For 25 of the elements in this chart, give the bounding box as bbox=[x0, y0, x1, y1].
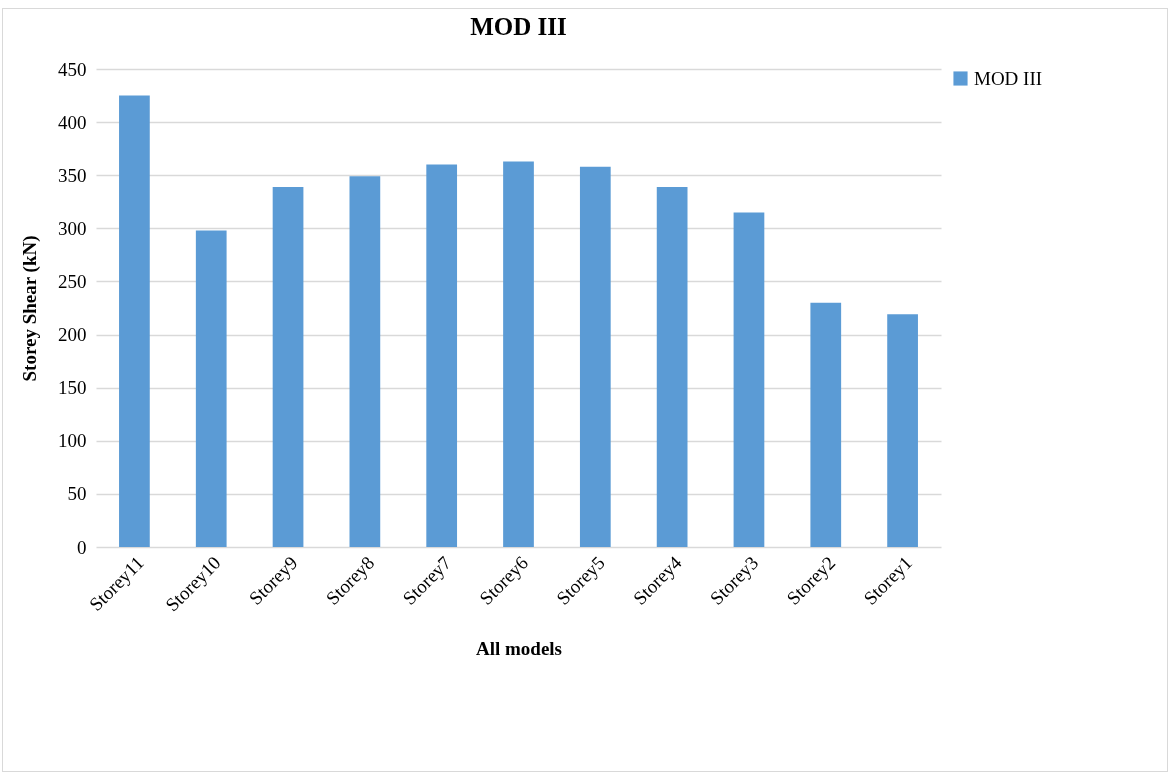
y-tick-label: 350 bbox=[58, 164, 87, 186]
y-tick-label: 300 bbox=[58, 217, 87, 239]
y-axis-title: Storey Shear (kN) bbox=[19, 235, 41, 382]
y-tick-label: 0 bbox=[77, 536, 87, 558]
y-tick-label: 200 bbox=[58, 324, 87, 346]
bar bbox=[349, 176, 381, 547]
bar bbox=[733, 212, 765, 547]
y-tick-label: 150 bbox=[58, 377, 87, 399]
y-tick-label: 400 bbox=[58, 111, 87, 133]
bar bbox=[810, 302, 842, 547]
bar bbox=[272, 186, 304, 547]
y-tick-label: 450 bbox=[58, 58, 87, 80]
bar bbox=[195, 230, 227, 547]
bar bbox=[119, 95, 150, 547]
y-tick-label: 50 bbox=[67, 483, 87, 505]
x-axis-title: All models bbox=[475, 638, 563, 660]
y-tick-label: 250 bbox=[58, 270, 87, 292]
bar bbox=[426, 164, 458, 547]
bar bbox=[503, 161, 534, 547]
bar bbox=[887, 314, 918, 547]
legend-label: MOD III bbox=[974, 67, 1043, 89]
bar bbox=[579, 166, 611, 547]
y-tick-label: 100 bbox=[58, 430, 87, 452]
chart-title: MOD III bbox=[470, 13, 567, 40]
bar bbox=[656, 186, 688, 547]
